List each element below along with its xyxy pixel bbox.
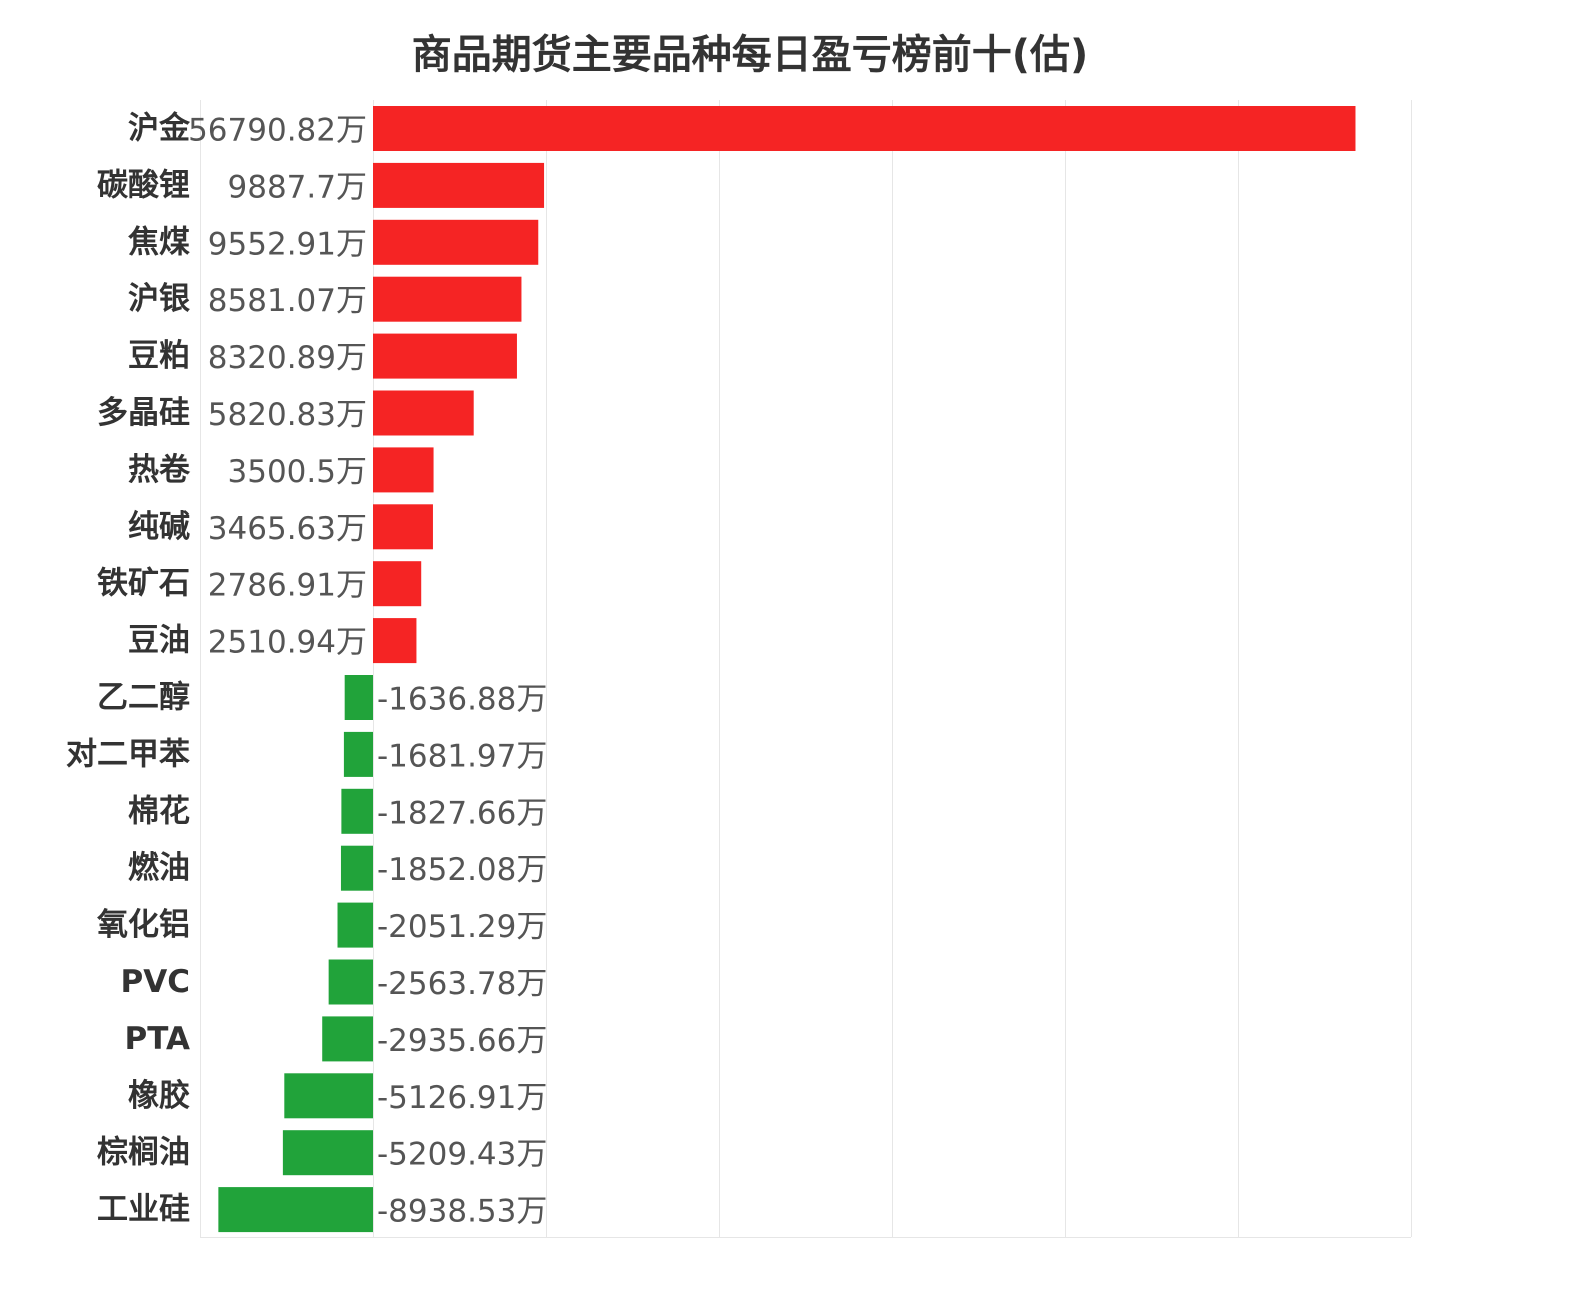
category-label-19: 工业硅: [97, 1192, 190, 1228]
value-label-6: 3500.5万: [228, 454, 367, 490]
category-label-1: 碳酸锂: [97, 167, 190, 203]
value-label-17: -5126.91万: [377, 1080, 547, 1116]
value-label-9: 2510.94万: [208, 625, 367, 661]
bar-2: [373, 219, 539, 265]
value-label-3: 8581.07万: [208, 283, 367, 319]
bar-11: [343, 731, 373, 777]
value-label-4: 8320.89万: [208, 340, 367, 376]
category-label-0: 沪金: [128, 111, 191, 147]
category-label-13: 燃油: [128, 850, 190, 886]
bar-0: [373, 106, 1356, 151]
bar-12: [341, 788, 373, 834]
bar-9: [373, 618, 417, 664]
category-label-2: 焦煤: [128, 224, 190, 260]
category-label-14: 氧化铝: [97, 907, 190, 943]
category-label-18: 棕榈油: [97, 1135, 190, 1171]
bar-5: [373, 390, 474, 436]
category-label-11: 对二甲苯: [66, 736, 190, 772]
bar-16: [322, 1016, 373, 1062]
bar-6: [373, 447, 434, 493]
bar-10: [344, 675, 373, 720]
value-label-14: -2051.29万: [377, 909, 547, 945]
category-label-6: 热卷: [128, 452, 191, 488]
category-label-15: PVC: [121, 964, 190, 1000]
category-label-9: 豆油: [128, 623, 190, 659]
category-label-17: 橡胶: [128, 1078, 190, 1114]
category-label-16: PTA: [125, 1021, 190, 1057]
chart-title: 商品期货主要品种每日盈亏榜前十(估): [411, 32, 1089, 78]
value-label-10: -1636.88万: [377, 682, 547, 718]
value-label-5: 5820.83万: [208, 397, 367, 433]
bar-4: [373, 333, 517, 379]
bars: [218, 106, 1356, 1233]
value-label-11: -1681.97万: [377, 738, 547, 774]
category-label-3: 沪银: [128, 281, 190, 317]
bar-19: [218, 1187, 373, 1233]
category-label-4: 豆粕: [128, 338, 190, 374]
category-label-10: 乙二醇: [97, 680, 190, 716]
bar-15: [328, 959, 373, 1005]
bar-1: [373, 162, 545, 208]
value-label-0: 56790.82万: [188, 113, 367, 149]
value-label-2: 9552.91万: [208, 226, 367, 262]
bar-18: [282, 1130, 373, 1176]
value-label-15: -2563.78万: [377, 966, 547, 1002]
category-label-12: 棉花: [128, 793, 190, 829]
category-label-7: 纯碱: [128, 509, 190, 545]
value-label-12: -1827.66万: [377, 795, 547, 831]
value-label-7: 3465.63万: [208, 511, 367, 547]
bar-17: [284, 1073, 373, 1119]
bar-7: [373, 504, 433, 550]
bar-3: [373, 276, 522, 322]
bar-14: [337, 902, 373, 948]
value-label-19: -8938.53万: [377, 1194, 547, 1230]
category-label-5: 多晶硅: [97, 395, 190, 431]
bar-13: [340, 845, 373, 891]
category-label-8: 铁矿石: [97, 566, 190, 602]
grid-lines: [200, 100, 1412, 1238]
bar-8: [373, 561, 422, 607]
value-label-8: 2786.91万: [208, 568, 367, 604]
value-label-1: 9887.7万: [228, 169, 367, 205]
value-label-13: -1852.08万: [377, 852, 547, 888]
value-label-18: -5209.43万: [377, 1137, 547, 1173]
value-label-16: -2935.66万: [377, 1023, 547, 1059]
